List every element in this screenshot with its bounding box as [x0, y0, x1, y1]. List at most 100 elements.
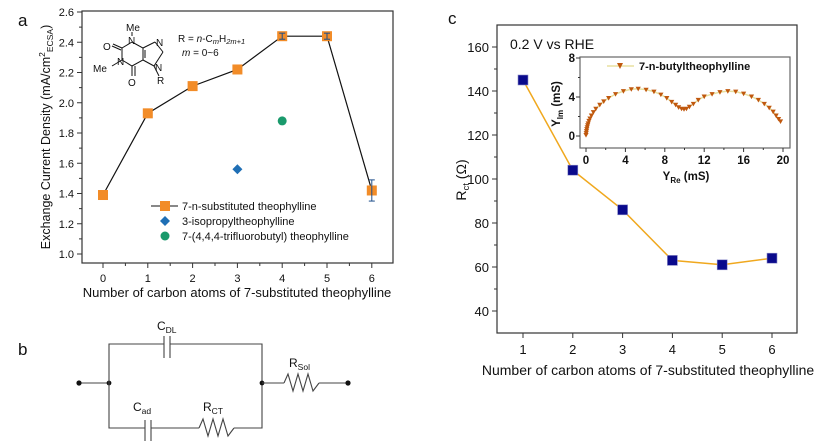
inset-x-tick-label: 20: [777, 155, 790, 167]
structure-atom-o2: O: [128, 78, 136, 89]
panel-c-data: [517, 74, 778, 271]
inset-point: [733, 89, 739, 95]
label-c-ad: Cad: [133, 400, 151, 416]
inset-point: [683, 106, 690, 112]
structure-atom-n3: N: [117, 57, 124, 68]
inset-point: [588, 113, 595, 119]
structure-atom-o1: O: [103, 42, 111, 53]
panel-c-y-tick-label: 140: [467, 84, 489, 99]
panel-a-point-square: [98, 190, 108, 201]
panel-a-point-square: [187, 81, 198, 92]
label-c-dl: CDL: [157, 319, 177, 335]
wire-bottom-right: [234, 383, 263, 429]
panel-label-b: b: [18, 340, 27, 359]
legend-label-7n: 7-n-substituted theophylline: [182, 201, 317, 213]
panel-a-y-tick-label: 1.8: [59, 128, 74, 140]
label-r-ct: RCT: [203, 400, 223, 416]
wire-bottom-left: [108, 383, 145, 429]
inset-point: [664, 95, 670, 101]
panel-a-point-diamond: [232, 164, 243, 175]
panel-c-y-tick-label: 40: [475, 304, 489, 319]
inset-point: [643, 87, 649, 93]
panel-a-y-tick-label: 2.4: [59, 37, 74, 49]
panel-c-x-tick-label: 4: [669, 342, 676, 357]
structure-atom-r: R: [157, 76, 164, 87]
inset-point: [612, 92, 619, 97]
panel-c-annotation: 0.2 V vs RHE: [510, 36, 594, 52]
inset-y-ticks: 0 4 8: [569, 53, 580, 143]
legend-label-trifluorobutyl: 7-(4,4,4-trifluorobutyl) theophylline: [182, 231, 349, 243]
inset-chart: 0 4 8 0 4 8 12 16 20 YRe (mS) YIm (mS) 7-n-buty…: [551, 53, 791, 185]
terminal-right: [345, 380, 351, 386]
inset-x-tick-label: 16: [737, 155, 750, 167]
inset-point: [755, 97, 761, 103]
panel-a-y-tick-label: 1.2: [59, 219, 74, 231]
inset-frame: [579, 56, 791, 149]
panel-a-x-tick-label: 5: [324, 273, 330, 285]
panel-a-y-tick-label: 1.0: [59, 249, 74, 261]
inset-point: [584, 127, 590, 132]
panel-c-point: [766, 252, 778, 264]
panel-c-x-tick-label: 2: [569, 342, 576, 357]
resistor-sol: [283, 372, 320, 393]
panel-a-y-tick-label: 2.0: [59, 98, 74, 110]
inset-point: [628, 87, 634, 92]
panel-c-y-label: Rct (Ω): [453, 159, 472, 200]
inset-x-ticks: 0 4 8 12 16 20: [583, 148, 790, 167]
inset-point: [701, 94, 707, 100]
inset-point: [709, 92, 715, 97]
wire-top-right: [170, 343, 263, 383]
inset-point: [606, 95, 612, 101]
inset-y-tick-label: 0: [569, 131, 575, 143]
panel-c-y-ticks: 40 60 80 100 120 140 160: [467, 40, 497, 319]
panel-a-x-tick-label: 4: [279, 273, 285, 285]
inset-x-tick-label: 4: [622, 155, 629, 167]
panel-a-point-circle: [277, 116, 287, 126]
panel-a-y-ticks: 1.0 1.2 1.4 1.6 1.8 2.0 2.2 2.4 2.6: [59, 7, 82, 261]
inset-point: [675, 105, 682, 110]
panel-a-legend: 7-n-substituted theophylline 3-isopropyl…: [151, 201, 349, 243]
inset-point: [583, 131, 589, 136]
inset-point: [583, 129, 590, 134]
panel-c-point: [617, 204, 628, 216]
wire-top-left: [108, 343, 164, 383]
panel-c-y-tick-label: 80: [475, 216, 489, 231]
panel-label-c: c: [448, 9, 457, 28]
inset-point: [773, 113, 779, 119]
structure-atom-me-top: Me: [126, 23, 140, 34]
inset-point: [775, 116, 782, 122]
panel-a-x-tick-label: 0: [100, 273, 106, 285]
inset-point: [601, 99, 607, 104]
inset-point: [690, 101, 696, 107]
legend-label-isopropyl: 3-isopropyltheophylline: [182, 216, 295, 228]
inset-point: [673, 102, 679, 108]
inset-point: [620, 89, 627, 94]
panel-c-x-label: Number of carbon atoms of 7-substituted …: [482, 362, 815, 378]
inset-point: [651, 89, 657, 95]
panel-c-y-tick-label: 160: [467, 40, 489, 55]
structure-range: m = 0~6: [182, 48, 219, 59]
inset-point: [741, 91, 747, 97]
label-r-sol: RSol: [289, 356, 310, 372]
panel-c-point: [517, 74, 529, 86]
structure-atom-n1: N: [128, 36, 135, 47]
panel-c-y-tick-label: 120: [467, 128, 489, 143]
panel-label-a: a: [18, 11, 28, 30]
inset-legend-label: 7-n-butyltheophylline: [639, 61, 750, 73]
panel-c-point: [667, 255, 678, 266]
inset-x-label: YRe (mS): [663, 171, 710, 185]
panel-a-x-tick-label: 6: [369, 273, 375, 285]
inset-point: [635, 86, 641, 92]
panel-a-point-square: [142, 108, 153, 119]
panel-a-y-label: Exchange Current Density (mA/cm2ECSA): [37, 25, 55, 250]
inset-point: [717, 90, 723, 95]
inset-x-tick-label: 0: [583, 155, 589, 167]
terminal-left: [76, 380, 82, 386]
inset-point: [658, 92, 664, 98]
legend-marker-7n: [160, 201, 170, 211]
panel-a-x-ticks: 0 1 2 3 4 5 6: [100, 263, 375, 285]
panel-a-data: [98, 31, 377, 202]
inset-point: [770, 109, 776, 115]
